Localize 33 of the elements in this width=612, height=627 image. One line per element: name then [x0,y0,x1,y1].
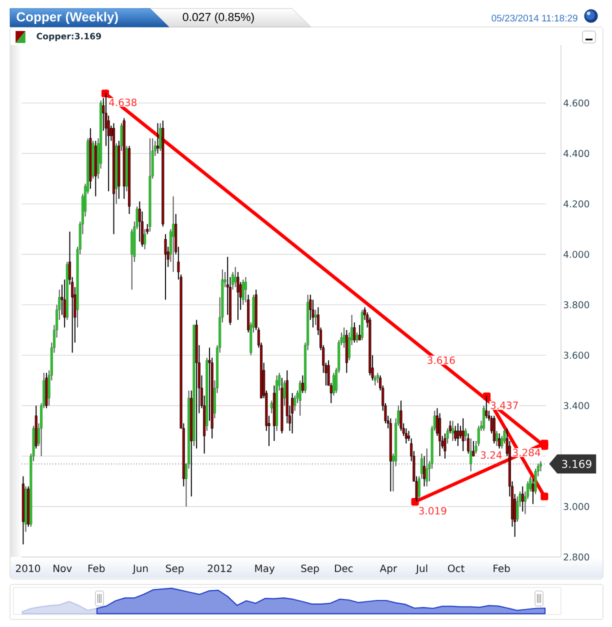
y-tick-label: 4.200 [564,200,590,208]
annotation: 3.284 [513,448,540,456]
annotation: 3.019 [419,506,446,515]
y-tick-label: 3.000 [564,503,590,510]
x-tick-label: Oct [448,564,464,572]
x-tick-label: Nov [54,564,72,572]
x-tick-label: Sep [301,564,319,574]
x-tick-label: Apr [380,564,398,574]
ref-line-label: 3.169 [562,460,592,468]
y-tick-label: 4.000 [564,250,590,258]
annotation: 3.437 [490,402,518,410]
y-tick-label: 4.600 [564,99,590,107]
x-tick-label: Feb [88,564,105,572]
y-tick-label: 3.800 [564,301,590,308]
annotation: 4.638 [109,98,136,106]
legend-label: Copper:3.169 [36,32,102,42]
x-tick-label: Jun [132,564,148,574]
x-tick-label: Sep [166,564,184,574]
text: 05/23/2014 11:18:29 [492,14,578,22]
chart-subtitle: 0.027 (0.85%) [182,12,254,24]
x-tick-label: 2010 [16,564,40,572]
annotation: 3.616 [428,356,455,364]
x-tick-label: Dec [335,564,353,572]
x-tick-label: Jul [416,564,428,574]
y-tick-label: 3.400 [564,402,590,410]
annotation: 3.24 [480,451,502,459]
x-tick-label: 2012 [208,564,232,572]
x-tick-label: Feb [494,564,510,572]
y-tick-label: 3.600 [564,352,590,359]
y-tick-label: 2.800 [564,553,590,561]
x-tick-label: May [255,564,275,574]
y-tick-label: 4.400 [564,150,590,157]
chart-title: Copper (Weekly) [16,12,118,24]
